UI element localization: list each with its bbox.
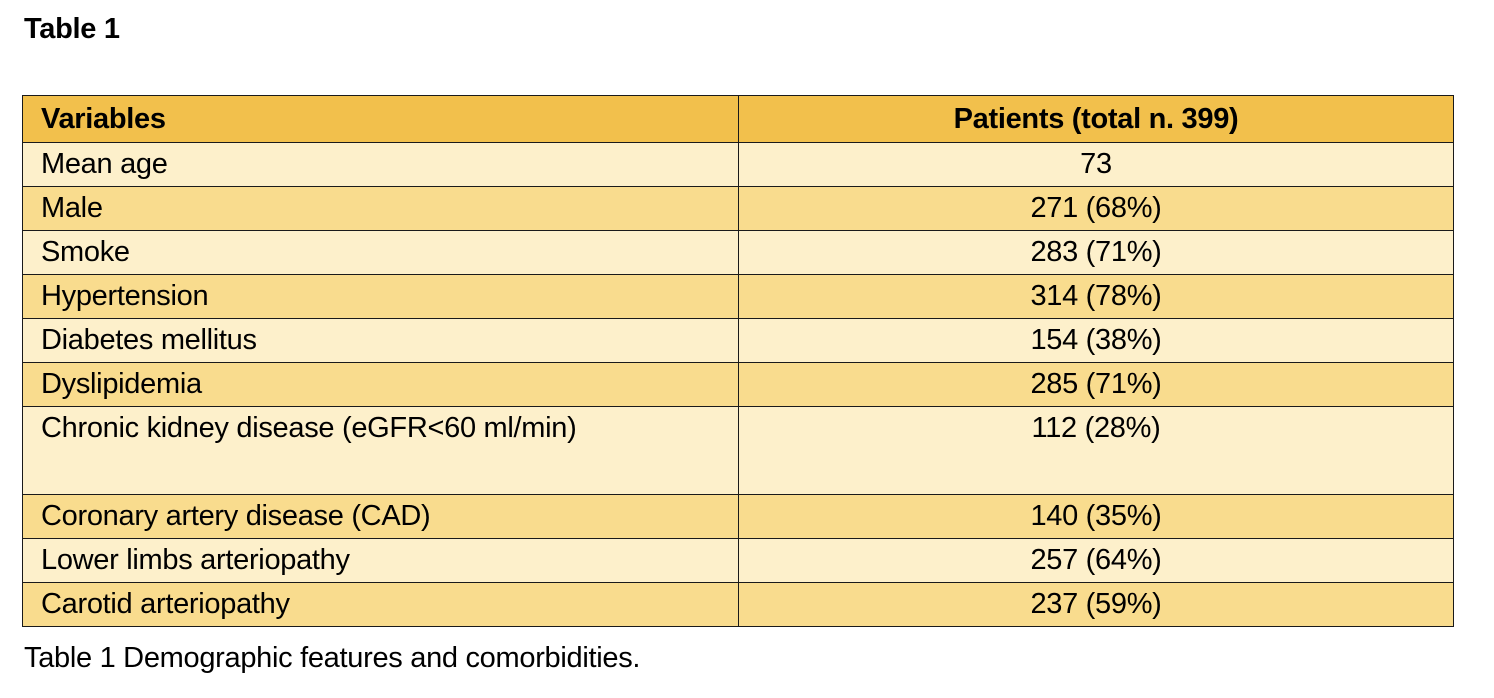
variable-cell: Smoke [22, 230, 739, 275]
value-cell: 73 [738, 142, 1454, 187]
variable-cell: Chronic kidney disease (eGFR<60 ml/min) [22, 406, 739, 495]
variable-cell: Diabetes mellitus [22, 318, 739, 363]
value-cell: 154 (38%) [738, 318, 1454, 363]
variable-cell: Male [22, 186, 739, 231]
table-row: Chronic kidney disease (eGFR<60 ml/min) … [22, 406, 1454, 495]
table-header-row: Variables Patients (total n. 399) [22, 95, 1454, 143]
table-row: Mean age 73 [22, 142, 1454, 187]
table-row: Hypertension 314 (78%) [22, 274, 1454, 319]
table-heading: Table 1 [24, 13, 120, 45]
value-cell: 237 (59%) [738, 582, 1454, 627]
value-cell: 140 (35%) [738, 494, 1454, 539]
table-row: Male 271 (68%) [22, 186, 1454, 231]
table-row: Lower limbs arteriopathy 257 (64%) [22, 538, 1454, 583]
table-row: Smoke 283 (71%) [22, 230, 1454, 275]
value-cell: 271 (68%) [738, 186, 1454, 231]
value-cell: 112 (28%) [738, 406, 1454, 495]
table-row: Coronary artery disease (CAD) 140 (35%) [22, 494, 1454, 539]
variable-cell: Hypertension [22, 274, 739, 319]
variable-cell: Mean age [22, 142, 739, 187]
header-patients: Patients (total n. 399) [738, 95, 1454, 143]
variable-cell: Carotid arteriopathy [22, 582, 739, 627]
value-cell: 314 (78%) [738, 274, 1454, 319]
table-row: Diabetes mellitus 154 (38%) [22, 318, 1454, 363]
value-cell: 257 (64%) [738, 538, 1454, 583]
variable-cell: Lower limbs arteriopathy [22, 538, 739, 583]
value-cell: 283 (71%) [738, 230, 1454, 275]
comorbidities-table: Variables Patients (total n. 399) Mean a… [22, 95, 1454, 627]
variable-cell: Dyslipidemia [22, 362, 739, 407]
table-row: Carotid arteriopathy 237 (59%) [22, 582, 1454, 627]
header-variables: Variables [22, 95, 739, 143]
value-cell: 285 (71%) [738, 362, 1454, 407]
table-row: Dyslipidemia 285 (71%) [22, 362, 1454, 407]
table-caption: Table 1 Demographic features and comorbi… [24, 642, 641, 674]
variable-cell: Coronary artery disease (CAD) [22, 494, 739, 539]
